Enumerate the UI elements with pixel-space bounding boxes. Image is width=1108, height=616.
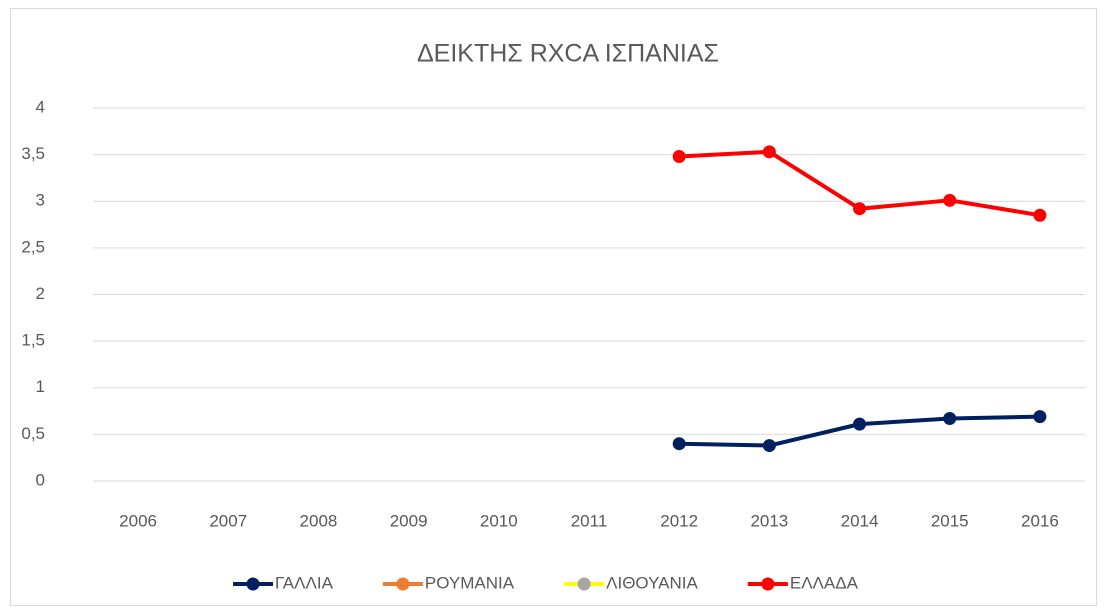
chart-title: ΔΕΙΚΤΗΣ RXCA ΙΣΠΑΝΙΑΣ — [417, 40, 719, 68]
x-tick-label: 2016 — [1021, 511, 1059, 530]
x-tick-label: 2011 — [571, 511, 608, 530]
y-tick-label: 4 — [36, 97, 45, 116]
x-tick-label: 2013 — [750, 511, 788, 530]
legend-marker — [577, 577, 591, 591]
x-tick-label: 2006 — [119, 511, 157, 530]
legend-label: ΛΙΘΟΥΑΝΙΑ — [606, 573, 698, 592]
x-tick-label: 2009 — [390, 511, 428, 530]
x-tick-label: 2012 — [660, 511, 698, 530]
data-point — [943, 193, 957, 207]
legend-marker — [396, 577, 410, 591]
legend-label: ΕΛΛΑΔΑ — [790, 573, 859, 592]
legend-label: ΓΑΛΛΙΑ — [275, 573, 334, 592]
x-tick-label: 2014 — [841, 511, 879, 530]
data-point — [762, 439, 776, 453]
data-point — [853, 202, 867, 216]
y-tick-label: 2,5 — [21, 237, 45, 256]
legend-label: ΡΟΥΜΑΝΙΑ — [425, 573, 515, 592]
x-tick-label: 2010 — [480, 511, 518, 530]
data-point — [853, 417, 867, 431]
data-point — [762, 145, 776, 159]
data-point — [672, 437, 686, 451]
data-point — [672, 149, 686, 163]
legend-marker — [761, 577, 775, 591]
x-tick-label: 2008 — [300, 511, 338, 530]
y-tick-label: 3,5 — [21, 144, 45, 163]
data-point — [943, 412, 957, 426]
y-tick-label: 0 — [36, 470, 45, 489]
data-point — [1033, 208, 1047, 222]
y-tick-label: 2 — [36, 284, 45, 303]
legend-marker — [246, 577, 260, 591]
x-tick-label: 2007 — [209, 511, 247, 530]
x-tick-label: 2015 — [931, 511, 969, 530]
y-tick-label: 3 — [36, 191, 45, 210]
y-tick-label: 0,5 — [21, 424, 45, 443]
y-tick-label: 1 — [36, 377, 45, 396]
data-point — [1033, 410, 1047, 424]
y-tick-label: 1,5 — [21, 331, 45, 350]
